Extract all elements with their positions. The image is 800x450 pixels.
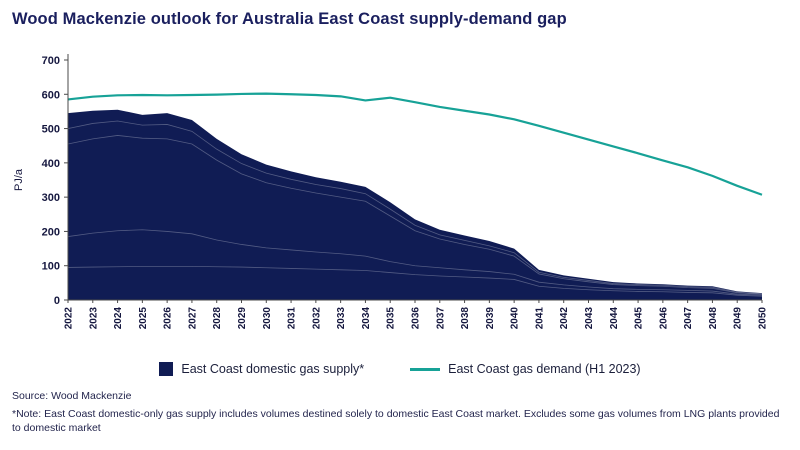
y-tick-label: 700: [42, 55, 60, 67]
source-text: Source: Wood Mackenzie: [12, 390, 132, 402]
x-tick-label: 2044: [609, 307, 620, 330]
x-tick-label: 2047: [683, 307, 694, 330]
x-tick-label: 2024: [113, 307, 124, 330]
x-tick-label: 2046: [658, 307, 669, 330]
x-tick-label: 2025: [138, 307, 149, 330]
x-tick-label: 2041: [534, 307, 545, 330]
x-tick-label: 2048: [708, 307, 719, 330]
y-tick-label: 300: [42, 192, 60, 204]
demand-line-swatch-icon: [410, 367, 441, 371]
legend-item-demand: East Coast gas demand (H1 2023): [410, 362, 641, 376]
x-tick-label: 2022: [64, 307, 75, 330]
legend-supply-label: East Coast domestic gas supply*: [181, 362, 365, 376]
supply-layer-boundary: [67, 120, 763, 295]
x-tick-label: 2032: [311, 307, 322, 330]
supply-layer-boundary: [67, 135, 763, 295]
x-tick-label: 2031: [287, 307, 298, 330]
note-text: *Note: East Coast domestic-only gas supp…: [12, 408, 780, 435]
x-tick-label: 2028: [212, 307, 223, 330]
x-tick-label: 2040: [510, 307, 521, 330]
x-tick-label: 2027: [187, 307, 198, 330]
y-tick-label: 100: [42, 261, 60, 273]
x-tick-label: 2045: [634, 307, 645, 330]
supply-layer-boundary: [67, 229, 763, 296]
x-tick-label: 2042: [559, 307, 570, 330]
x-tick-label: 2037: [435, 307, 446, 330]
y-tick-label: 0: [54, 295, 60, 307]
y-axis-label: PJ/a: [13, 168, 25, 191]
supply-area-swatch-icon: [159, 362, 174, 376]
x-tick-label: 2030: [262, 307, 273, 330]
y-tick-label: 200: [42, 226, 60, 238]
y-tick-label: 500: [42, 124, 60, 136]
supply-layer-boundary: [67, 266, 763, 297]
x-tick-label: 2023: [88, 307, 99, 330]
x-tick-label: 2049: [733, 307, 744, 330]
y-tick-label: 600: [42, 89, 60, 101]
x-tick-label: 2036: [411, 307, 422, 330]
supply-area: [68, 109, 762, 300]
x-tick-label: 2038: [460, 307, 471, 330]
x-tick-label: 2039: [485, 307, 496, 330]
x-tick-label: 2035: [386, 307, 397, 330]
x-tick-label: 2034: [361, 307, 372, 330]
x-tick-label: 2033: [336, 307, 347, 330]
x-tick-label: 2050: [758, 307, 769, 330]
x-tick-label: 2026: [163, 307, 174, 330]
demand-line: [67, 92, 763, 196]
x-tick-label: 2043: [584, 307, 595, 330]
legend: East Coast domestic gas supply* East Coa…: [0, 362, 800, 376]
chart-title: Wood Mackenzie outlook for Australia Eas…: [12, 10, 567, 28]
legend-item-supply: East Coast domestic gas supply*: [159, 362, 364, 376]
supply-demand-chart: 0 100 200 300 400 500 600 700 2022 2023 2024 2025 20…: [13, 54, 769, 330]
legend-demand-label: East Coast gas demand (H1 2023): [448, 362, 641, 376]
x-tick-label: 2029: [237, 307, 248, 330]
y-tick-label: 400: [42, 158, 60, 170]
